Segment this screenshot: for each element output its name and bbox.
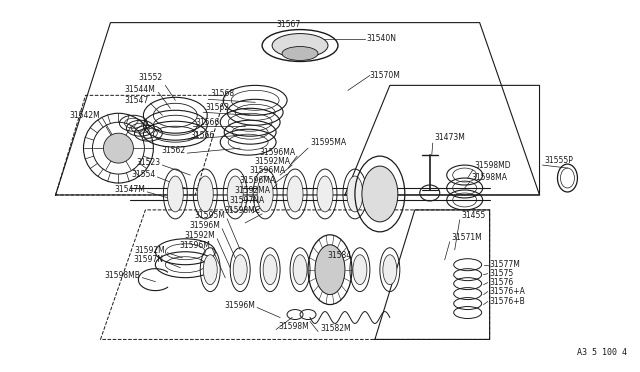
Text: 31554: 31554 [131,170,156,179]
Ellipse shape [315,245,345,295]
Text: 31596M: 31596M [179,241,210,250]
Ellipse shape [227,176,243,212]
Text: 31523: 31523 [136,158,161,167]
Text: 31592M: 31592M [184,231,215,240]
Text: 31552: 31552 [138,73,163,82]
Text: 31576: 31576 [490,278,514,287]
Text: 31596MA: 31596MA [249,166,285,175]
Ellipse shape [272,33,328,58]
Ellipse shape [362,166,398,222]
Text: 31566: 31566 [190,131,214,140]
Text: 31597NA: 31597NA [230,196,265,205]
Text: 31570M: 31570M [370,71,401,80]
Text: 31567: 31567 [276,20,300,29]
Ellipse shape [383,255,397,285]
Ellipse shape [204,255,217,285]
Ellipse shape [104,133,133,163]
Ellipse shape [317,176,333,212]
Text: 31595MA: 31595MA [310,138,346,147]
Text: 31596MA: 31596MA [259,148,295,157]
Ellipse shape [263,255,277,285]
Text: 31571M: 31571M [452,233,483,242]
Text: 31576+A: 31576+A [490,287,525,296]
Text: 31575: 31575 [490,269,514,278]
Ellipse shape [197,176,213,212]
Text: 31592MA: 31592MA [234,186,270,195]
Text: 31568: 31568 [210,89,234,98]
Text: 31598MB: 31598MB [104,271,140,280]
Text: 31576+B: 31576+B [490,297,525,306]
Text: 31582M: 31582M [320,324,351,333]
Text: 31577M: 31577M [490,260,520,269]
Ellipse shape [353,255,367,285]
Text: 31596M: 31596M [224,301,255,310]
Ellipse shape [282,46,318,61]
Text: 31596MA: 31596MA [239,176,275,185]
Text: 31473M: 31473M [435,133,466,142]
Text: 31547M: 31547M [115,185,145,194]
Ellipse shape [287,176,303,212]
Text: 31544M: 31544M [125,85,156,94]
Text: 31547: 31547 [124,96,148,105]
Ellipse shape [233,255,247,285]
Text: 31598MD: 31598MD [475,161,511,170]
Text: 31592MA: 31592MA [254,157,290,166]
Text: 31562: 31562 [205,103,229,112]
Text: 31566: 31566 [195,118,220,127]
Text: 31542M: 31542M [70,111,100,120]
Ellipse shape [257,176,273,212]
Ellipse shape [323,255,337,285]
Text: 31595M: 31595M [195,211,225,220]
Text: A3 5 100 4: A3 5 100 4 [577,348,627,357]
Text: 31598M: 31598M [278,323,309,331]
Text: 31598MC: 31598MC [224,206,260,215]
Text: 31596M: 31596M [189,221,220,230]
Text: 31562: 31562 [161,146,186,155]
Text: 31584: 31584 [328,251,352,260]
Ellipse shape [167,176,183,212]
Text: 31597N: 31597N [133,255,163,264]
Text: 31592M: 31592M [134,246,165,255]
Text: 31598MA: 31598MA [472,173,508,182]
Text: 31540N: 31540N [367,34,397,43]
Ellipse shape [347,176,363,212]
Ellipse shape [293,255,307,285]
Text: 31455: 31455 [461,211,486,220]
Text: 31555P: 31555P [545,156,573,165]
